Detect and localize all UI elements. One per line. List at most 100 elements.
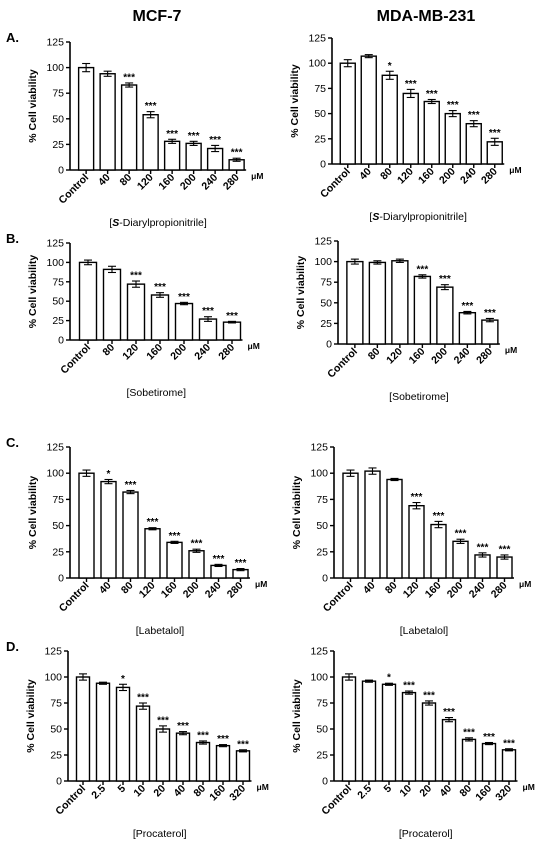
panel-letter: B. — [6, 231, 19, 246]
y-tick-label: 125 — [46, 442, 64, 454]
bar — [78, 261, 98, 341]
significance-marker: * — [387, 673, 391, 684]
significance-marker: *** — [447, 100, 459, 111]
x-tick-label: 20 — [151, 783, 168, 800]
bar — [185, 142, 202, 171]
significance-marker: *** — [411, 492, 423, 503]
significance-marker: *** — [145, 101, 157, 112]
y-tick-label: 0 — [320, 159, 326, 171]
significance-marker: *** — [417, 264, 429, 275]
y-tick-label: 100 — [310, 468, 328, 480]
bar-chart: 0 25 50 75 100 125 % Cell viability Control 40 * 8… — [289, 33, 522, 224]
significance-marker: *** — [405, 79, 417, 90]
y-tick-label: 100 — [308, 58, 326, 70]
bar — [441, 718, 457, 782]
bar — [481, 742, 497, 782]
significance-marker: *** — [503, 738, 515, 749]
significance-marker: *** — [188, 131, 200, 142]
x-tick-label: 80 — [100, 342, 117, 359]
significance-marker: *** — [125, 480, 137, 491]
y-tick-label: 0 — [58, 573, 64, 585]
significance-marker: *** — [484, 308, 496, 319]
x-tick-label: 80 — [119, 580, 136, 597]
x-axis-label-part: -Diarylpropionitrile] — [379, 211, 467, 223]
significance-marker: *** — [169, 531, 181, 542]
bar-chart: 0 25 50 75 100 125 % Cell viability Control 80 12… — [295, 236, 517, 404]
bar — [391, 260, 409, 345]
bar — [95, 682, 111, 782]
y-tick-label: 0 — [58, 335, 64, 347]
bar — [122, 491, 139, 579]
x-tick-label: Control — [325, 346, 360, 381]
significance-marker: *** — [197, 730, 209, 741]
significance-marker: *** — [477, 542, 489, 553]
y-axis-label: % Cell viability — [289, 64, 301, 138]
x-tick-label: 240 — [458, 166, 479, 187]
bar — [474, 554, 491, 579]
bar — [339, 62, 356, 165]
y-tick-label: 75 — [314, 83, 326, 95]
bar — [501, 749, 517, 782]
x-tick-label: 240 — [467, 580, 488, 601]
bar — [368, 261, 387, 345]
x-tick-label: 280 — [489, 580, 510, 601]
significance-marker: *** — [462, 301, 474, 312]
bar — [423, 100, 440, 165]
x-tick-label: 120 — [401, 580, 422, 601]
y-tick-label: 0 — [322, 573, 328, 585]
y-tick-label: 100 — [44, 672, 62, 684]
x-tick-label: Control — [319, 783, 354, 818]
y-axis-label: % Cell viability — [291, 679, 303, 753]
y-axis-label: % Cell viability — [27, 476, 39, 550]
significance-marker: *** — [499, 544, 511, 555]
x-axis-label-part: S — [112, 217, 119, 229]
y-tick-label: 50 — [314, 108, 326, 120]
significance-marker: *** — [463, 727, 475, 738]
bar — [198, 318, 218, 341]
x-axis-label-part: [Procaterol] — [133, 828, 187, 840]
column-title-mda: MDA-MB-231 — [377, 8, 476, 25]
bar — [430, 523, 447, 579]
bar — [381, 683, 397, 782]
significance-marker: *** — [178, 292, 190, 303]
bar — [115, 686, 131, 782]
bar — [461, 738, 477, 782]
bar — [481, 319, 499, 345]
x-tick-label: 160 — [207, 783, 228, 804]
y-tick-label: 125 — [310, 442, 328, 454]
y-tick-label: 125 — [310, 646, 328, 658]
bar — [421, 702, 437, 782]
significance-marker: *** — [237, 739, 249, 750]
bar-chart: B. 0 25 50 75 100 125 % Cell viability Control 80… — [6, 231, 260, 399]
x-tick-label: 280 — [479, 166, 500, 187]
x-tick-label: 2.5 — [89, 783, 108, 802]
bar — [342, 472, 359, 579]
x-tick-label: 80 — [117, 172, 134, 189]
y-tick-label: 0 — [58, 165, 64, 177]
x-axis-label: [Labetalol] — [400, 625, 449, 637]
significance-marker: *** — [130, 271, 142, 282]
significance-marker: *** — [443, 707, 455, 718]
y-tick-label: 75 — [316, 698, 328, 710]
x-tick-label: 120 — [395, 166, 416, 187]
significance-marker: *** — [455, 529, 467, 540]
y-axis-label: % Cell viability — [25, 679, 37, 753]
unit-label: μM — [505, 345, 517, 355]
bar — [401, 691, 417, 782]
x-axis-label-part: [ — [369, 211, 372, 223]
x-tick-label: 280 — [221, 172, 242, 193]
y-tick-label: 50 — [50, 724, 62, 736]
y-tick-label: 100 — [46, 62, 64, 74]
y-tick-label: 125 — [44, 646, 62, 658]
y-tick-label: 25 — [50, 750, 62, 762]
x-tick-label: 160 — [159, 580, 180, 601]
bar — [144, 528, 161, 579]
x-tick-label: 80 — [191, 783, 208, 800]
x-axis-label: [Labetalol] — [136, 625, 185, 637]
y-tick-label: 25 — [52, 546, 64, 558]
significance-marker: *** — [226, 311, 238, 322]
bar — [361, 680, 377, 782]
significance-marker: *** — [426, 89, 438, 100]
x-tick-label: 120 — [137, 580, 158, 601]
bar — [436, 286, 454, 345]
